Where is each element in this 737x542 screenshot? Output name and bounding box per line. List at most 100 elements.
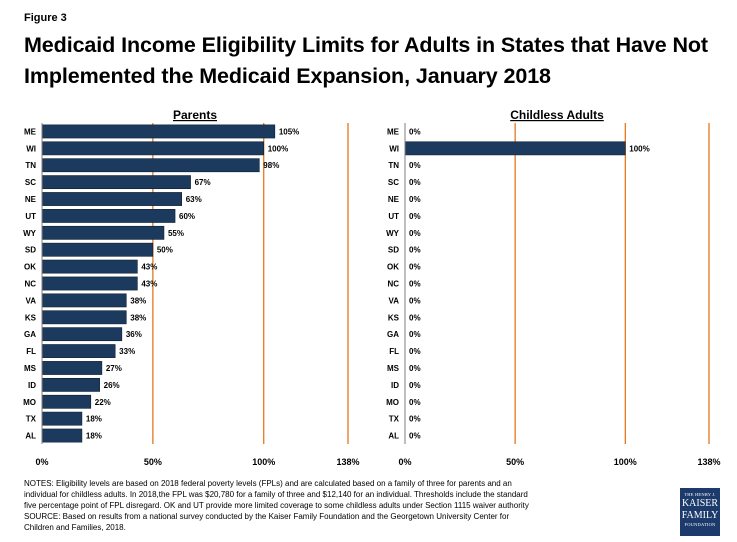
childless-category-label: SD [388, 246, 399, 255]
source-line: Children and Families, 2018. [24, 523, 126, 532]
childless-value-label: 0% [409, 263, 421, 272]
parents-category-label: SC [25, 178, 36, 187]
parents-x-tick-label: 0% [35, 457, 48, 467]
parents-bar-ga [41, 327, 123, 342]
childless-category-label: KS [388, 313, 400, 322]
parents-value-label: 18% [86, 432, 102, 441]
parents-bar-sc [41, 175, 191, 190]
childless-x-tick-label: 138% [697, 457, 720, 467]
childless-value-label: 0% [409, 280, 421, 289]
parents-category-label: NC [24, 280, 36, 289]
parents-value-label: 38% [130, 313, 146, 322]
parents-bar-wy [41, 225, 165, 240]
childless-value-label: 0% [409, 347, 421, 356]
parents-value-label: 55% [168, 229, 184, 238]
parents-category-label: OK [24, 263, 36, 272]
notes-line: individual for childless adults. In 2018… [24, 490, 528, 499]
childless-category-label: VA [388, 296, 399, 305]
childless-category-label: TN [388, 161, 399, 170]
parents-category-label: UT [25, 212, 36, 221]
childless-value-label: 0% [409, 178, 421, 187]
childless-category-label: MO [386, 398, 399, 407]
parents-bar-me [41, 124, 276, 139]
childless-value-label: 0% [409, 195, 421, 204]
childless-chart-title: Childless Adults [510, 108, 604, 122]
childless-value-label: 0% [409, 381, 421, 390]
parents-category-label: TX [26, 415, 37, 424]
parents-bar-tn [41, 158, 260, 173]
childless-category-label: NC [387, 280, 399, 289]
childless-category-label: SC [388, 178, 399, 187]
parents-value-label: 67% [195, 178, 211, 187]
parents-bar-sd [41, 242, 154, 257]
notes-line: NOTES: Eligibility levels are based on 2… [24, 479, 512, 488]
parents-bar-ks [41, 310, 127, 325]
parents-bar-nc [41, 276, 138, 291]
notes: NOTES: Eligibility levels are based on 2… [24, 478, 674, 533]
charts-svg: Parents 0% 50% 100% 138% ME 105% WI 100% TN 98% SC 6… [23, 108, 720, 467]
logo-line: KAISER [681, 498, 719, 509]
childless-value-label: 0% [409, 330, 421, 339]
parents-chart-title: Parents [173, 108, 217, 122]
childless-x-tick-label: 0% [398, 457, 411, 467]
parents-category-label: AL [25, 432, 36, 441]
childless-category-label: FL [389, 347, 399, 356]
parents-bar-al [41, 428, 83, 443]
childless-category-label: OK [387, 263, 399, 272]
childless-category-label: WI [389, 144, 399, 153]
parents-category-label: ID [28, 381, 36, 390]
childless-value-label: 0% [409, 246, 421, 255]
childless-category-label: ME [387, 127, 400, 136]
childless-value-label: 0% [409, 313, 421, 322]
parents-value-label: 33% [119, 347, 135, 356]
parents-value-label: 27% [106, 364, 122, 373]
logo-line: THE HENRY J. [684, 492, 716, 497]
parents-category-label: WI [26, 144, 36, 153]
kaiser-logo: THE HENRY J. KAISER FAMILY FOUNDATION [680, 488, 720, 536]
parents-bar-ok [41, 259, 138, 274]
childless-x-tick-label: 50% [506, 457, 524, 467]
childless-value-label: 0% [409, 398, 421, 407]
childless-category-label: AL [388, 432, 399, 441]
parents-value-label: 105% [279, 127, 299, 136]
parents-value-label: 22% [95, 398, 111, 407]
parents-bar-mo [41, 394, 92, 409]
parents-value-label: 26% [104, 381, 120, 390]
childless-category-label: TX [389, 415, 400, 424]
parents-bar-ne [41, 192, 182, 206]
parents-category-label: MO [23, 398, 36, 407]
source-line: SOURCE: Based on results from a national… [24, 512, 510, 521]
childless-value-label: 0% [409, 296, 421, 305]
childless-category-label: ID [391, 381, 399, 390]
childless-x-tick-label: 100% [614, 457, 637, 467]
parents-bar-ms [41, 361, 103, 375]
parents-x-tick-label: 50% [144, 457, 162, 467]
parents-category-label: MS [24, 364, 37, 373]
childless-value-label: 0% [409, 212, 421, 221]
parents-category-label: ME [24, 127, 37, 136]
childless-category-label: GA [387, 330, 399, 339]
parents-category-label: FL [26, 347, 36, 356]
childless-value-label: 0% [409, 432, 421, 441]
parents-category-label: KS [25, 313, 37, 322]
parents-value-label: 43% [141, 280, 157, 289]
parents-category-label: VA [25, 296, 36, 305]
notes-line: five percentage point of FPL disregard. … [24, 501, 529, 510]
childless-value-label: 0% [409, 161, 421, 170]
logo-line: FAMILY [681, 510, 719, 521]
parents-bar-tx [41, 411, 83, 426]
parents-category-label: WY [23, 229, 37, 238]
parents-bar-fl [41, 344, 116, 358]
parents-value-label: 50% [157, 246, 173, 255]
parents-bar-wi [41, 141, 265, 156]
parents-value-label: 36% [126, 330, 142, 339]
childless-value-label: 0% [409, 127, 421, 136]
parents-x-tick-label: 138% [336, 457, 359, 467]
parents-bar-ut [41, 209, 176, 223]
page-title: Medicaid Income Eligibility Limits for A… [24, 33, 708, 88]
childless-value-label: 0% [409, 364, 421, 373]
childless-category-label: MS [387, 364, 400, 373]
parents-category-label: GA [24, 330, 36, 339]
parents-bar-va [41, 293, 127, 308]
parents-category-label: SD [25, 246, 36, 255]
